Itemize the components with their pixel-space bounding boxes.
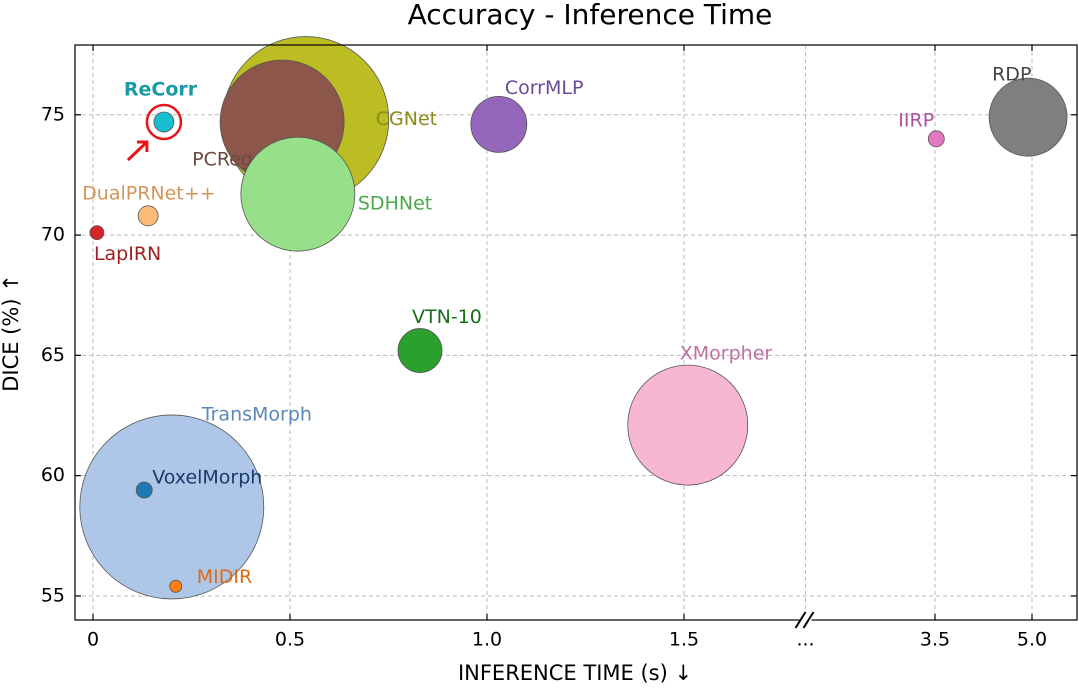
y-tick-label: 60	[41, 464, 65, 486]
point-label: PCReg	[192, 148, 253, 170]
x-tick-label: 3.5	[920, 629, 950, 651]
point-label: LapIRN	[94, 243, 161, 265]
axis-break	[802, 611, 815, 629]
point-label: IIRP	[898, 109, 934, 131]
bubble	[397, 328, 443, 373]
point-label: XMorpher	[680, 343, 773, 365]
bubble	[137, 205, 159, 227]
x-break-label: ...	[796, 629, 814, 651]
point-label: ReCorr	[124, 78, 198, 100]
bubble	[153, 111, 175, 133]
y-tick-label: 55	[41, 584, 65, 606]
plot-frame	[74, 44, 1078, 621]
point-label: VoxelMorph	[152, 467, 262, 489]
y-axis-label: DICE (%) ↑	[0, 274, 23, 392]
x-tick-label: 1.5	[669, 629, 699, 651]
x-tick-label: 1.0	[472, 629, 502, 651]
point-label: RDP	[992, 64, 1031, 86]
point-label: CorrMLP	[505, 77, 584, 99]
bubble	[927, 130, 945, 148]
axis-break	[794, 611, 807, 629]
y-tick-label: 75	[41, 103, 65, 125]
x-tick-label: 0.5	[275, 629, 305, 651]
point-label: SDHNet	[358, 193, 432, 215]
chart-title: Accuracy - Inference Time	[408, 0, 773, 31]
point-label: MIDIR	[197, 566, 252, 588]
point-label: VTN-10	[412, 306, 482, 328]
highlight-ring	[145, 103, 183, 141]
highlight-arrow	[126, 140, 149, 162]
bubble	[988, 77, 1068, 157]
bubble	[240, 136, 356, 252]
bubble	[470, 95, 528, 153]
point-label: DualPRNet++	[82, 182, 215, 204]
bubble	[89, 225, 105, 241]
point-label: TransMorph	[201, 403, 312, 425]
bubble	[627, 364, 749, 486]
y-tick-label: 70	[41, 224, 65, 246]
bubble	[135, 481, 153, 499]
bubble	[79, 414, 265, 600]
x-tick-label: 5.0	[1017, 629, 1047, 651]
x-tick-label: 0	[87, 629, 99, 651]
x-axis-label: INFERENCE TIME (s) ↓	[458, 661, 692, 685]
point-label: CGNet	[376, 108, 437, 130]
y-tick-label: 65	[41, 344, 65, 366]
bubble	[169, 579, 183, 593]
